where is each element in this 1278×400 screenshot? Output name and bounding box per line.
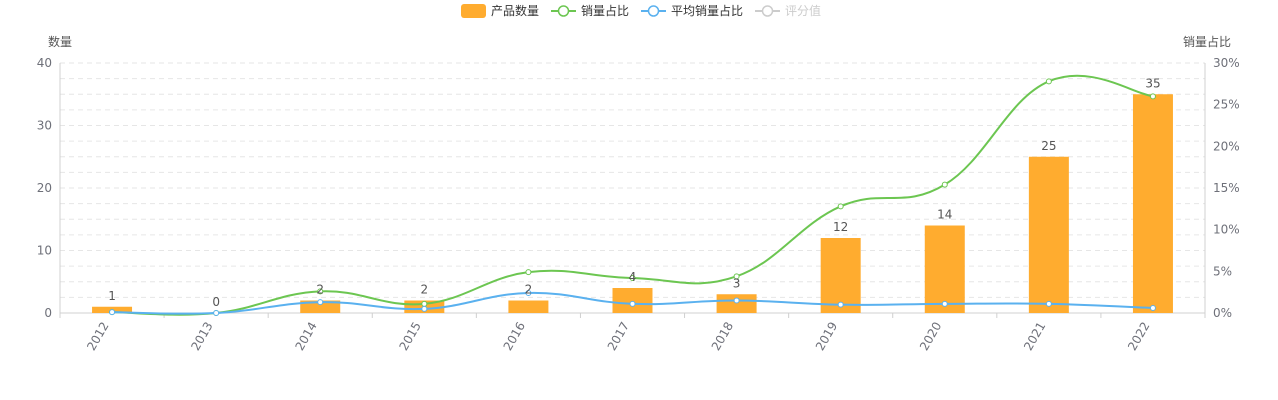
bar-data-label: 12 — [833, 220, 848, 234]
x-tick-label: 2021 — [1021, 320, 1048, 353]
avg-sales-share-point[interactable] — [525, 290, 532, 296]
bar[interactable] — [1132, 94, 1173, 313]
avg-sales-share-point[interactable] — [109, 309, 116, 316]
sales-share-point[interactable] — [421, 300, 428, 307]
x-tick-label: 2017 — [605, 320, 632, 353]
y-right-tick-label: 30% — [1213, 56, 1240, 70]
x-tick-label: 2016 — [501, 320, 528, 353]
legend-sales-share-marker[interactable] — [557, 5, 570, 17]
avg-sales-share-point[interactable] — [629, 300, 636, 307]
legend-avg-sales-share-marker[interactable] — [647, 5, 660, 17]
sales-share-point[interactable] — [629, 275, 636, 281]
sales-share-point[interactable] — [525, 269, 532, 276]
x-tick-label: 2022 — [1125, 320, 1152, 353]
y-right-tick-label: 5% — [1213, 264, 1232, 278]
legend-rating-marker[interactable] — [761, 5, 774, 17]
legend-sales-share-label: 销量占比 — [581, 3, 629, 18]
avg-sales-share-point[interactable] — [837, 301, 844, 308]
avg-sales-share-point[interactable] — [941, 300, 948, 307]
legend-bar-count-swatch[interactable] — [461, 4, 486, 18]
sales-share-point[interactable] — [941, 181, 948, 188]
y-left-tick-label: 40 — [37, 56, 52, 70]
bar-data-label: 14 — [937, 208, 952, 222]
sales-share-line — [112, 74, 1154, 316]
y-left-axis-name: 数量 — [48, 34, 72, 49]
legend-rating-label: 评分值 — [785, 3, 821, 18]
y-left-tick-label: 0 — [44, 306, 52, 320]
bar-data-label: 2 — [420, 283, 428, 297]
sales-share-point[interactable] — [1045, 78, 1052, 85]
avg-sales-share-point[interactable] — [1149, 305, 1156, 311]
y-left-tick-label: 20 — [37, 181, 52, 195]
avg-sales-share-point[interactable] — [1045, 300, 1052, 307]
x-tick-label: 2015 — [397, 320, 424, 353]
legend-bar-count-label: 产品数量 — [491, 3, 539, 18]
sales-share-point[interactable] — [733, 273, 740, 280]
y-left-tick-label: 30 — [37, 119, 52, 133]
sales-share-point[interactable] — [1149, 93, 1156, 100]
avg-sales-share-point[interactable] — [317, 299, 324, 306]
y-right-axis-name: 销量占比 — [1183, 34, 1231, 49]
y-right-tick-label: 25% — [1213, 98, 1240, 112]
bar-data-label: 2 — [525, 283, 533, 297]
bar[interactable] — [612, 288, 653, 313]
y-right-tick-label: 15% — [1213, 181, 1240, 195]
y-right-tick-label: 20% — [1213, 139, 1240, 153]
sales-share-point[interactable] — [837, 203, 844, 210]
avg-sales-share-point[interactable] — [421, 305, 428, 312]
bar[interactable] — [300, 300, 341, 314]
x-tick-label: 2014 — [292, 320, 319, 353]
bar[interactable] — [1028, 156, 1069, 313]
x-tick-label: 2019 — [813, 320, 840, 353]
y-right-tick-label: 10% — [1213, 223, 1240, 237]
bar[interactable] — [716, 294, 757, 313]
x-tick-label: 2018 — [709, 320, 736, 353]
x-tick-label: 2013 — [188, 320, 215, 353]
y-right-tick-label: 0% — [1213, 306, 1232, 320]
bar-data-label: 2 — [316, 283, 324, 297]
bar-data-label: 1 — [108, 289, 116, 303]
x-tick-label: 2012 — [84, 320, 111, 353]
bar-data-label: 0 — [212, 295, 220, 309]
bar-data-label: 4 — [629, 270, 637, 284]
avg-sales-share-point[interactable] — [733, 297, 740, 304]
x-tick-label: 2020 — [917, 320, 944, 353]
bar[interactable] — [924, 225, 965, 314]
bar-data-label: 35 — [1145, 76, 1160, 90]
legend-avg-sales-share-label: 平均销量占比 — [671, 3, 743, 18]
avg-sales-share-point[interactable] — [213, 310, 220, 316]
bar-data-label: 25 — [1041, 139, 1056, 153]
sales-share-point[interactable] — [317, 288, 324, 295]
bar-data-label: 3 — [733, 276, 741, 290]
y-left-tick-label: 10 — [37, 244, 52, 258]
bar[interactable] — [820, 238, 861, 313]
bar[interactable] — [508, 300, 549, 314]
